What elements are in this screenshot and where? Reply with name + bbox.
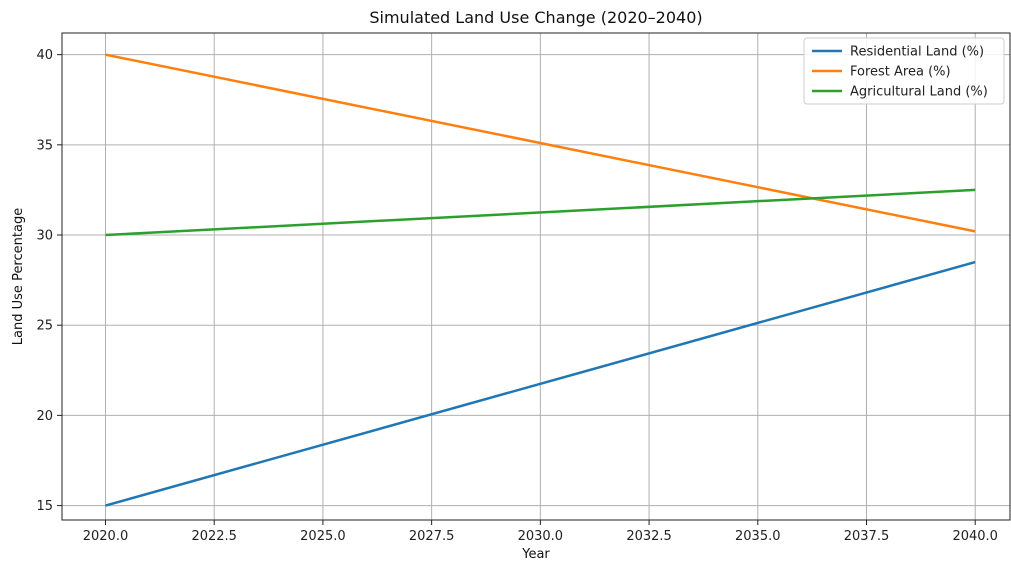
series-line-1	[105, 53, 976, 233]
legend: Residential Land (%) Forest Area (%) Agric…	[803, 37, 1005, 105]
y-tick-label: 35	[36, 138, 53, 153]
grid-lines	[62, 33, 1010, 520]
y-axis-label: Land Use Percentage	[11, 208, 26, 345]
legend-label-2: Agricultural Land (%)	[850, 85, 988, 100]
y-tick-label: 15	[36, 499, 53, 514]
series-line-2	[105, 188, 976, 237]
plot-area-frame	[61, 32, 1011, 521]
y-tick-label: 40	[36, 48, 53, 63]
series-line-0	[105, 260, 976, 507]
y-tick-label: 25	[36, 319, 53, 334]
y-tick-label: 30	[36, 229, 53, 244]
series-lines	[105, 53, 976, 507]
x-tick-label: 2030.0	[518, 529, 564, 544]
x-axis-label: Year	[521, 547, 550, 562]
x-tick-label: 2025.0	[300, 529, 346, 544]
legend-frame	[803, 37, 1005, 105]
legend-label-0: Residential Land (%)	[850, 45, 984, 60]
x-tick-label: 2032.5	[626, 529, 672, 544]
legend-label-1: Forest Area (%)	[850, 65, 951, 80]
axis-ticks: 2020.0 2022.5 2025.0 2027.5 2030.0 2032.5 2035…	[36, 48, 998, 544]
y-tick-label: 20	[36, 409, 53, 424]
x-tick-label: 2035.0	[735, 529, 781, 544]
x-tick-label: 2020.0	[83, 529, 129, 544]
x-tick-label: 2022.5	[191, 529, 237, 544]
x-tick-label: 2040.0	[952, 529, 998, 544]
chart-title: Simulated Land Use Change (2020–2040)	[369, 8, 702, 27]
x-tick-label: 2027.5	[409, 529, 455, 544]
x-tick-label: 2037.5	[844, 529, 890, 544]
